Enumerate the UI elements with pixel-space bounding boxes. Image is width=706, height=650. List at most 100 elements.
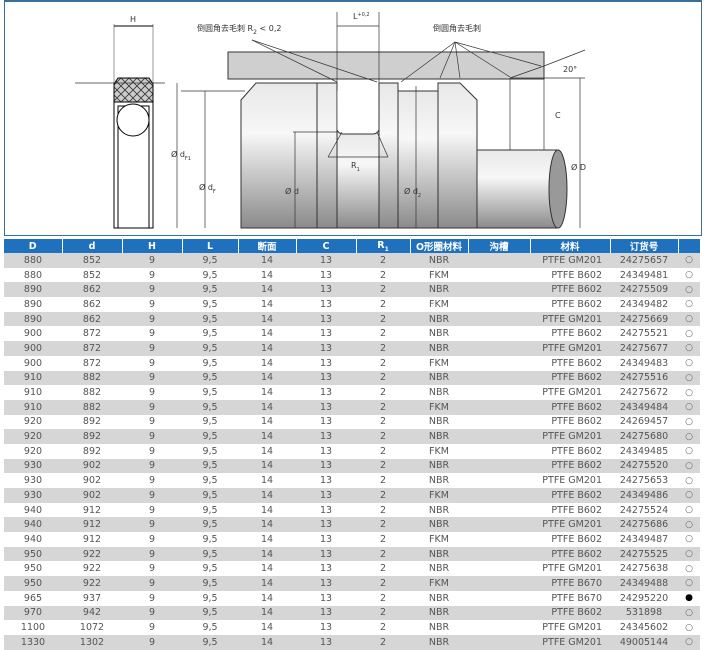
col-C: 13 <box>319 431 333 443</box>
col-groove <box>468 415 530 430</box>
availability-mark-icon: ○ <box>685 505 693 516</box>
col-order-no: 24275520 <box>619 460 669 472</box>
col-order-no: 24275686 <box>619 519 669 531</box>
groove-diagram: H 倒圆角去毛刺 R2 < 0,2 L+0,2 倒圆角去毛刺 20° C Ø d… <box>4 0 702 236</box>
col-L: 9,5 <box>202 431 218 443</box>
col-section: 14 <box>260 269 274 281</box>
col-H: 9 <box>148 533 156 545</box>
col-C: 13 <box>319 577 333 589</box>
col-D: 880 <box>23 269 43 281</box>
col-L: 9,5 <box>202 387 218 399</box>
col-groove <box>468 312 530 327</box>
col-R1: 2 <box>379 431 387 443</box>
header-col-mark <box>678 239 701 253</box>
col-section: 14 <box>260 445 274 457</box>
col-L: 9,5 <box>202 577 218 589</box>
col-oring-material: FKM <box>429 357 449 369</box>
col-oring-material: NBR <box>428 592 450 604</box>
col-D: 930 <box>23 475 43 487</box>
col-H: 9 <box>148 636 156 648</box>
col-section: 14 <box>260 489 274 501</box>
table-row: 890 862 9 9,5 14 13 2 NBR PTFE GM201 24275669 ○ <box>4 311 700 327</box>
svg-text:倒圆角去毛刺: 倒圆角去毛刺 <box>433 23 481 33</box>
col-groove <box>468 429 530 444</box>
col-H: 9 <box>148 519 156 531</box>
col-groove <box>468 547 530 562</box>
col-order-no: 24295220 <box>619 592 669 604</box>
col-D: 940 <box>23 519 43 531</box>
col-material: PTFE B602 <box>551 460 602 472</box>
col-d: 882 <box>82 401 102 413</box>
col-C: 13 <box>319 607 333 619</box>
availability-mark-icon: ○ <box>685 563 693 574</box>
table-row: 900 872 9 9,5 14 13 2 NBR PTFE B602 24275521 ○ <box>4 326 700 342</box>
col-R1: 2 <box>379 489 387 501</box>
col-oring-material: NBR <box>428 607 450 619</box>
col-oring-material: NBR <box>428 372 450 384</box>
col-material: PTFE B670 <box>551 577 602 589</box>
col-D: 920 <box>23 431 43 443</box>
col-section: 14 <box>260 372 274 384</box>
col-C: 13 <box>319 254 333 266</box>
col-d: 872 <box>82 357 102 369</box>
col-H: 9 <box>148 548 156 560</box>
col-R1: 2 <box>379 284 387 296</box>
col-oring-material: NBR <box>428 519 450 531</box>
col-section: 14 <box>260 622 274 634</box>
col-material: PTFE B602 <box>551 416 602 428</box>
col-H: 9 <box>148 622 156 634</box>
availability-mark-icon: ○ <box>685 284 693 295</box>
availability-mark-icon: ○ <box>685 446 693 457</box>
col-material: PTFE B602 <box>551 298 602 310</box>
col-oring-material: NBR <box>428 431 450 443</box>
col-H: 9 <box>148 577 156 589</box>
col-oring-material: NBR <box>428 622 450 634</box>
table-row: 910 882 9 9,5 14 13 2 NBR PTFE GM201 24275672 ○ <box>4 385 700 400</box>
col-oring-material: FKM <box>429 401 449 413</box>
col-material: PTFE B602 <box>551 504 602 516</box>
col-D: 900 <box>23 328 43 340</box>
col-material: PTFE GM201 <box>542 636 602 648</box>
availability-mark-icon: ○ <box>685 637 693 648</box>
col-section: 14 <box>260 548 274 560</box>
col-order-no: 24275521 <box>619 328 669 340</box>
table-row: 890 862 9 9,5 14 13 2 FKM PTFE B602 24349482 ○ <box>4 297 700 312</box>
col-H: 9 <box>148 563 156 575</box>
col-groove <box>468 561 530 576</box>
col-L: 9,5 <box>202 475 218 487</box>
col-L: 9,5 <box>202 607 218 619</box>
col-H: 9 <box>148 254 156 266</box>
col-R1: 2 <box>379 298 387 310</box>
table-row: 920 892 9 9,5 14 13 2 FKM PTFE B602 24349485 ○ <box>4 443 700 459</box>
col-C: 13 <box>319 328 333 340</box>
dimension-lines <box>75 12 586 228</box>
table-row: 970 942 9 9,5 14 13 2 NBR PTFE B602 531898 ○ <box>4 605 700 621</box>
table-row: 910 882 9 9,5 14 13 2 FKM PTFE B602 24349484 ○ <box>4 399 700 415</box>
col-order-no: 24345602 <box>619 622 669 634</box>
col-H: 9 <box>148 460 156 472</box>
col-H: 9 <box>148 342 156 354</box>
header-col-d: d <box>62 239 123 253</box>
col-material: PTFE B602 <box>551 533 602 545</box>
col-R1: 2 <box>379 607 387 619</box>
col-section: 14 <box>260 342 274 354</box>
col-C: 13 <box>319 563 333 575</box>
col-d: 912 <box>82 504 102 516</box>
col-d: 882 <box>82 372 102 384</box>
col-R1: 2 <box>379 563 387 575</box>
col-D: 940 <box>23 504 43 516</box>
col-section: 14 <box>260 592 274 604</box>
col-R1: 2 <box>379 519 387 531</box>
col-H: 9 <box>148 445 156 457</box>
col-oring-material: NBR <box>428 636 450 648</box>
col-d: 912 <box>82 519 102 531</box>
col-L: 9,5 <box>202 269 218 281</box>
col-d: 902 <box>82 489 102 501</box>
col-L: 9,5 <box>202 445 218 457</box>
header-col-groove: 沟槽 <box>468 239 531 253</box>
col-C: 13 <box>319 504 333 516</box>
table-row: 1100 1072 9 9,5 14 13 2 NBR PTFE GM201 24345602 ○ <box>4 620 700 635</box>
col-R1: 2 <box>379 592 387 604</box>
availability-mark-icon: ○ <box>685 475 693 486</box>
